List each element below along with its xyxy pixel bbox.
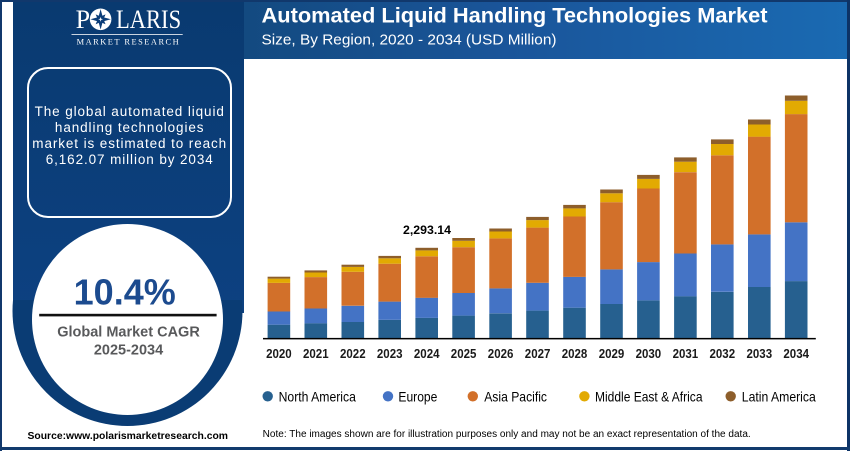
svg-text:2022: 2022 bbox=[340, 347, 366, 361]
svg-text:2032: 2032 bbox=[710, 347, 736, 361]
svg-text:Europe: Europe bbox=[398, 388, 437, 404]
svg-text:2026: 2026 bbox=[488, 347, 514, 361]
svg-text:Size, By Region, 2020 - 2034 (: Size, By Region, 2020 - 2034 (USD Millio… bbox=[262, 33, 557, 49]
svg-text:North America: North America bbox=[279, 388, 356, 404]
svg-text:2021: 2021 bbox=[303, 347, 329, 361]
svg-text:2028: 2028 bbox=[562, 347, 588, 361]
svg-text:2030: 2030 bbox=[636, 347, 662, 361]
svg-text:2025-2034: 2025-2034 bbox=[94, 342, 163, 358]
svg-text:LARIS: LARIS bbox=[116, 5, 181, 34]
svg-text:2029: 2029 bbox=[599, 347, 625, 361]
svg-text:Asia Pacific: Asia Pacific bbox=[484, 388, 547, 404]
svg-text:2020: 2020 bbox=[266, 347, 292, 361]
svg-text:Latin America: Latin America bbox=[742, 388, 816, 404]
svg-text:2033: 2033 bbox=[747, 347, 773, 361]
svg-text:Middle East & Africa: Middle East & Africa bbox=[595, 388, 703, 404]
svg-text:2023: 2023 bbox=[377, 347, 403, 361]
svg-text:Global Market CAGR: Global Market CAGR bbox=[57, 325, 200, 341]
svg-text:2,293.14: 2,293.14 bbox=[403, 225, 452, 237]
svg-text:P: P bbox=[76, 5, 90, 34]
svg-text:2031: 2031 bbox=[673, 347, 699, 361]
svg-text:Automated Liquid Handling Tech: Automated Liquid Handling Technologies M… bbox=[262, 5, 768, 28]
svg-text:10.4%: 10.4% bbox=[74, 271, 176, 312]
svg-text:Source:www.polarismarketresear: Source:www.polarismarketresearch.com bbox=[28, 430, 229, 442]
svg-text:2034: 2034 bbox=[783, 347, 809, 361]
svg-text:MARKET RESEARCH: MARKET RESEARCH bbox=[77, 38, 181, 47]
svg-text:2025: 2025 bbox=[451, 347, 477, 361]
svg-text:2024: 2024 bbox=[414, 347, 440, 361]
svg-text:Note: The images shown are for: Note: The images shown are for illustrat… bbox=[263, 429, 751, 440]
svg-text:2027: 2027 bbox=[525, 347, 551, 361]
